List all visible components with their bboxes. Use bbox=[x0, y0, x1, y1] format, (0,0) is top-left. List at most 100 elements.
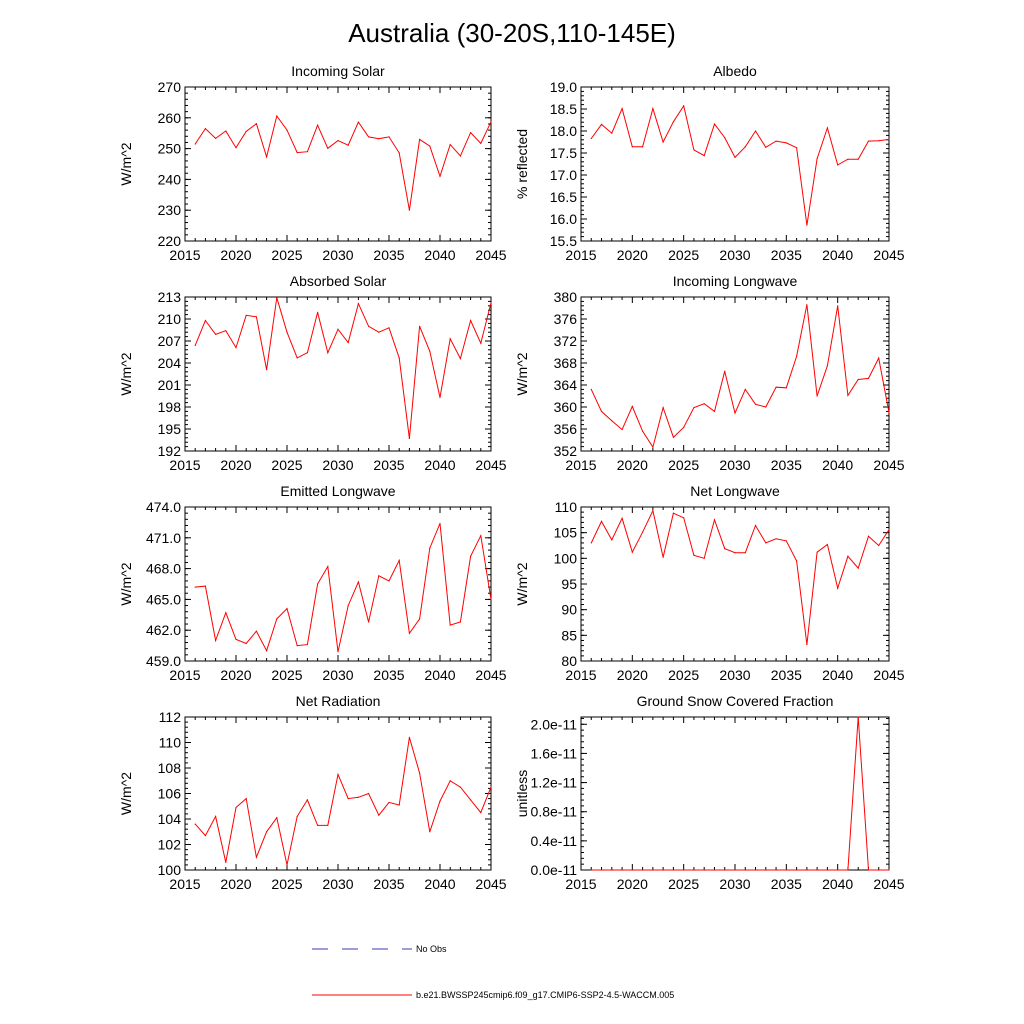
data-point bbox=[878, 140, 880, 142]
x-tick-label: 2035 bbox=[373, 667, 404, 683]
data-point bbox=[337, 773, 339, 775]
plot-frame bbox=[580, 716, 890, 871]
data-point bbox=[826, 869, 829, 871]
data-point bbox=[796, 869, 798, 871]
data-point bbox=[816, 869, 818, 871]
data-point bbox=[378, 575, 380, 577]
data-point bbox=[703, 403, 705, 405]
data-point bbox=[642, 146, 644, 148]
series-line bbox=[194, 297, 492, 439]
data-point bbox=[816, 395, 818, 397]
data-point bbox=[642, 430, 644, 432]
x-tick-label: 2045 bbox=[873, 667, 904, 683]
data-point bbox=[631, 869, 633, 871]
data-point bbox=[806, 643, 808, 646]
y-tick-label: 2.0e-11 bbox=[531, 716, 578, 732]
data-point bbox=[683, 426, 685, 428]
x-tick-label: 2040 bbox=[424, 247, 455, 263]
data-point bbox=[693, 149, 695, 151]
data-point bbox=[713, 519, 716, 521]
data-point bbox=[837, 164, 839, 166]
data-point bbox=[470, 319, 472, 322]
data-point bbox=[672, 869, 675, 871]
data-point bbox=[317, 583, 319, 585]
data-point bbox=[724, 137, 726, 139]
data-point bbox=[368, 136, 370, 138]
y-axis-label: unitless bbox=[514, 770, 530, 817]
x-tick-label: 2015 bbox=[565, 457, 596, 473]
data-point bbox=[775, 538, 777, 540]
panel-title: Ground Snow Covered Fraction bbox=[637, 693, 834, 709]
data-point bbox=[368, 792, 370, 795]
data-point bbox=[347, 798, 349, 800]
data-point bbox=[419, 772, 421, 774]
data-point bbox=[317, 124, 319, 126]
y-tick-label: 220 bbox=[158, 233, 182, 249]
data-point bbox=[826, 365, 829, 367]
data-point bbox=[490, 302, 492, 304]
data-point bbox=[306, 352, 308, 354]
y-tick-label: 368 bbox=[554, 355, 578, 371]
data-point bbox=[847, 555, 849, 557]
panel-7: Ground Snow Covered Fraction unitless 2015… bbox=[514, 693, 905, 892]
data-point bbox=[398, 357, 400, 359]
data-point bbox=[652, 107, 654, 110]
series-line bbox=[194, 114, 492, 211]
data-point bbox=[245, 314, 247, 316]
data-point bbox=[225, 612, 227, 614]
plot-frame bbox=[184, 716, 492, 871]
y-tick-label: 90 bbox=[561, 602, 577, 618]
data-point bbox=[357, 796, 359, 798]
x-tick-label: 2040 bbox=[822, 667, 853, 683]
x-tick-label: 2030 bbox=[322, 667, 353, 683]
x-tick-label: 2015 bbox=[169, 876, 200, 892]
data-point bbox=[590, 388, 592, 390]
data-point bbox=[408, 437, 410, 440]
data-point bbox=[255, 630, 257, 632]
data-point bbox=[459, 358, 461, 360]
data-point bbox=[642, 869, 644, 871]
data-point bbox=[847, 869, 849, 871]
data-point bbox=[235, 806, 237, 809]
y-tick-label: 95 bbox=[561, 576, 577, 592]
y-axis-label: W/m^2 bbox=[118, 352, 134, 395]
data-point bbox=[765, 869, 767, 871]
data-point bbox=[439, 800, 441, 802]
data-point bbox=[429, 831, 431, 833]
y-tick-label: 198 bbox=[158, 399, 182, 415]
data-point bbox=[724, 869, 726, 871]
data-point bbox=[276, 115, 278, 117]
y-tick-label: 17.5 bbox=[550, 145, 577, 161]
data-point bbox=[672, 512, 675, 514]
data-point bbox=[631, 405, 633, 408]
data-point bbox=[388, 801, 390, 804]
y-axis-label: W/m^2 bbox=[118, 562, 134, 605]
x-tick-label: 2030 bbox=[719, 876, 750, 892]
series-line bbox=[195, 523, 492, 652]
data-point bbox=[683, 105, 685, 107]
data-point bbox=[631, 146, 633, 148]
plot-frame bbox=[184, 296, 492, 452]
y-tick-label: 108 bbox=[158, 760, 182, 776]
data-point bbox=[672, 436, 675, 438]
data-point bbox=[459, 786, 461, 788]
data-point bbox=[215, 333, 217, 335]
x-tick-label: 2035 bbox=[771, 667, 802, 683]
panel-0: Incoming Solar W/m^2 2015 2020 2025 2030 2035 2… bbox=[118, 63, 507, 263]
x-tick-label: 2025 bbox=[271, 876, 302, 892]
data-point bbox=[621, 869, 623, 871]
legend-model-label: b.e21.BWSSP245cmip6.f09_g17.CMIP6-SSP2-4… bbox=[416, 990, 674, 1000]
y-tick-label: 105 bbox=[554, 525, 578, 541]
series-line bbox=[590, 304, 890, 449]
data-point bbox=[490, 786, 492, 788]
data-point bbox=[194, 586, 196, 588]
y-tick-label: 230 bbox=[158, 202, 182, 218]
data-point bbox=[296, 645, 298, 647]
data-point bbox=[713, 123, 716, 125]
plot-frame bbox=[580, 86, 890, 242]
data-point bbox=[266, 369, 268, 371]
data-point bbox=[480, 812, 482, 814]
data-point bbox=[306, 151, 308, 153]
data-point bbox=[408, 736, 410, 739]
